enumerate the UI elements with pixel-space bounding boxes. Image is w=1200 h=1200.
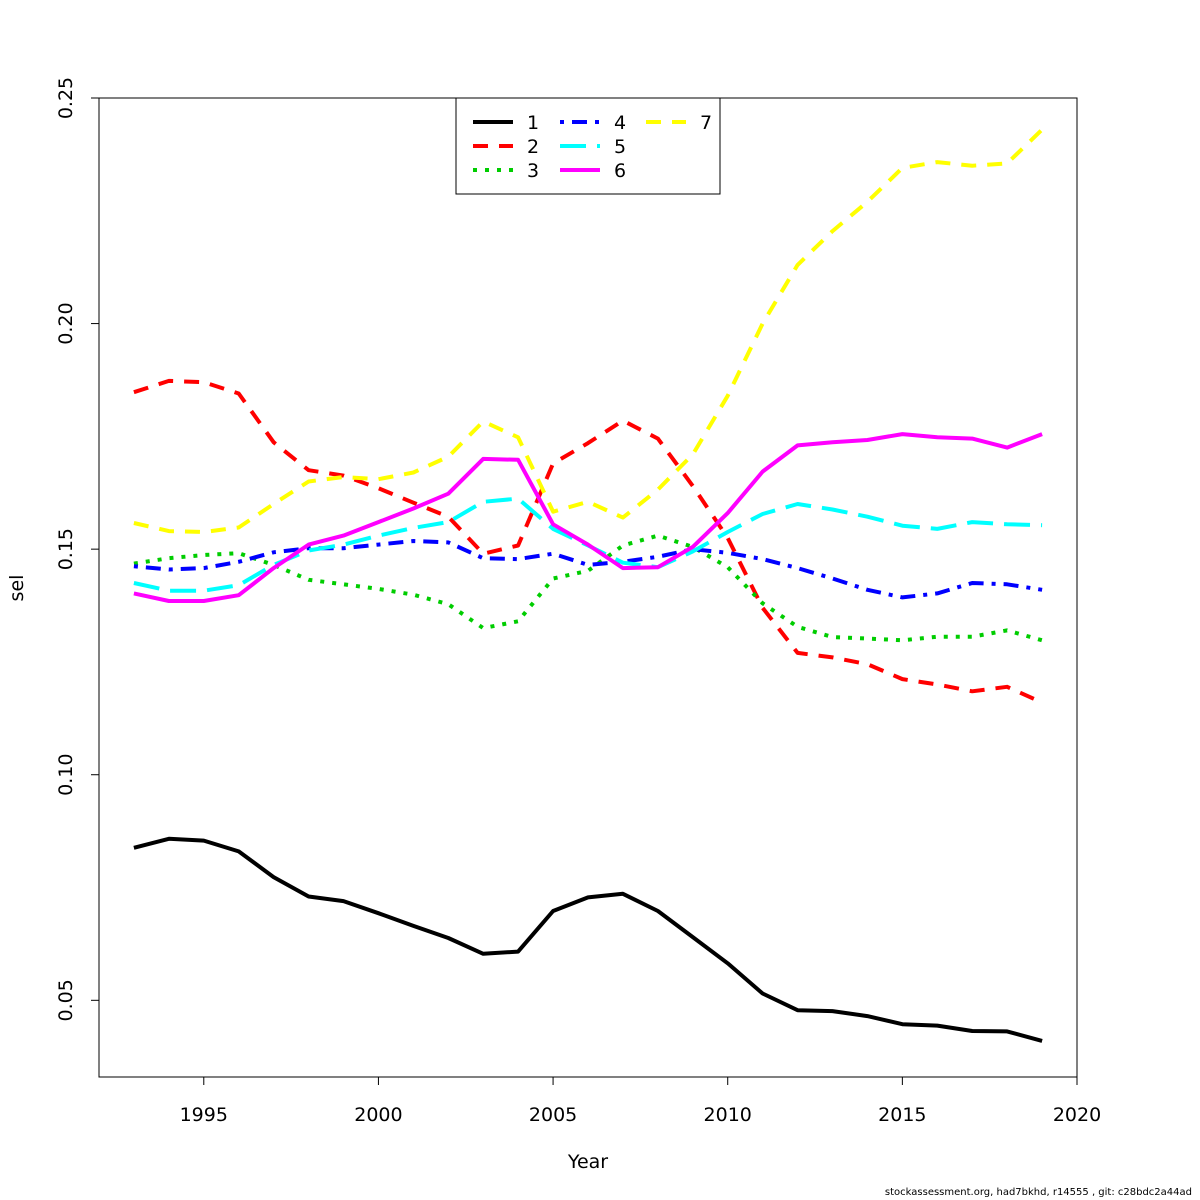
- series-line-6: [133, 432, 1043, 603]
- series-line-2: [133, 378, 1043, 705]
- footer-credit: stockassessment.org, had7bkhd, r14555 , …: [884, 1187, 1192, 1198]
- y-tick-label: 0.05: [55, 979, 77, 1021]
- legend: 123 456 7: [455, 97, 721, 195]
- y-axis-label: sel: [6, 575, 28, 602]
- x-tick-label: 2000: [354, 1104, 402, 1126]
- legend-label-3: 3: [527, 160, 539, 182]
- x-tick-label: 2020: [1053, 1104, 1101, 1126]
- series-line-7: [133, 128, 1044, 534]
- legend-label-7: 7: [700, 112, 712, 134]
- x-tick-label: 2010: [704, 1104, 752, 1126]
- y-tick-label: 0.10: [55, 754, 77, 796]
- x-axis: 1995 2000 2005 2010 2015 2020: [180, 1076, 1101, 1126]
- legend-label-4: 4: [614, 112, 626, 134]
- series-line-4: [133, 539, 1043, 600]
- legend-box: [455, 97, 721, 195]
- series-line-1: [133, 836, 1043, 1043]
- series-layer: [133, 128, 1044, 1043]
- legend-label-2: 2: [527, 136, 539, 158]
- y-tick-label: 0.20: [55, 302, 77, 344]
- legend-label-6: 6: [614, 160, 626, 182]
- y-tick-label: 0.15: [55, 528, 77, 570]
- legend-label-1: 1: [527, 112, 539, 134]
- x-tick-label: 2005: [529, 1104, 577, 1126]
- y-tick-label: 0.25: [55, 77, 77, 119]
- x-axis-label: Year: [567, 1151, 608, 1173]
- x-tick-label: 2015: [878, 1104, 926, 1126]
- legend-label-5: 5: [614, 136, 626, 158]
- x-tick-label: 1995: [180, 1104, 228, 1126]
- y-axis: 0.05 0.10 0.15 0.20 0.25: [55, 77, 100, 1021]
- series-line-3: [133, 533, 1043, 643]
